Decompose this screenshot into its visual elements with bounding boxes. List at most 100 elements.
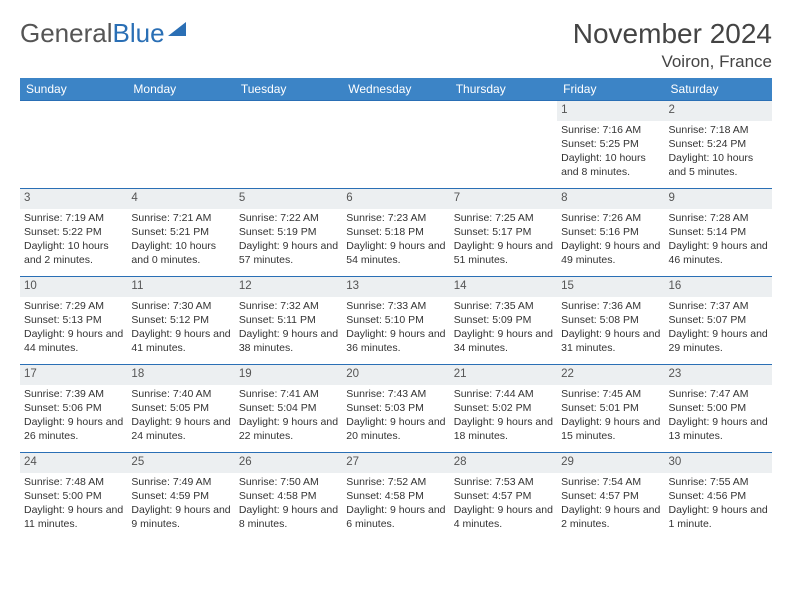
day-number: 29 bbox=[557, 453, 664, 473]
day-details: Sunrise: 7:48 AMSunset: 5:00 PMDaylight:… bbox=[20, 473, 127, 536]
day-details: Sunrise: 7:32 AMSunset: 5:11 PMDaylight:… bbox=[235, 297, 342, 360]
sunrise-line: Sunrise: 7:37 AM bbox=[669, 299, 768, 313]
sunset-line: Sunset: 5:22 PM bbox=[24, 225, 123, 239]
daylight-line: Daylight: 9 hours and 24 minutes. bbox=[131, 415, 230, 443]
sunset-line: Sunset: 4:59 PM bbox=[131, 489, 230, 503]
calendar-cell: . bbox=[450, 101, 557, 189]
sunset-line: Sunset: 5:21 PM bbox=[131, 225, 230, 239]
daylight-line: Daylight: 9 hours and 1 minute. bbox=[669, 503, 768, 531]
day-number: 27 bbox=[342, 453, 449, 473]
daylight-line: Daylight: 9 hours and 6 minutes. bbox=[346, 503, 445, 531]
calendar-cell: 15Sunrise: 7:36 AMSunset: 5:08 PMDayligh… bbox=[557, 277, 664, 365]
calendar-table: SundayMondayTuesdayWednesdayThursdayFrid… bbox=[20, 78, 772, 541]
calendar-week-row: 24Sunrise: 7:48 AMSunset: 5:00 PMDayligh… bbox=[20, 453, 772, 541]
day-details: Sunrise: 7:16 AMSunset: 5:25 PMDaylight:… bbox=[557, 121, 664, 184]
day-details: Sunrise: 7:54 AMSunset: 4:57 PMDaylight:… bbox=[557, 473, 664, 536]
sunset-line: Sunset: 5:00 PM bbox=[24, 489, 123, 503]
sunset-line: Sunset: 4:56 PM bbox=[669, 489, 768, 503]
day-details: Sunrise: 7:18 AMSunset: 5:24 PMDaylight:… bbox=[665, 121, 772, 184]
calendar-week-row: 10Sunrise: 7:29 AMSunset: 5:13 PMDayligh… bbox=[20, 277, 772, 365]
day-details: Sunrise: 7:49 AMSunset: 4:59 PMDaylight:… bbox=[127, 473, 234, 536]
day-details: Sunrise: 7:50 AMSunset: 4:58 PMDaylight:… bbox=[235, 473, 342, 536]
day-number: 21 bbox=[450, 365, 557, 385]
day-number: 9 bbox=[665, 189, 772, 209]
daylight-line: Daylight: 9 hours and 31 minutes. bbox=[561, 327, 660, 355]
day-number: 4 bbox=[127, 189, 234, 209]
daylight-line: Daylight: 9 hours and 15 minutes. bbox=[561, 415, 660, 443]
day-details: Sunrise: 7:37 AMSunset: 5:07 PMDaylight:… bbox=[665, 297, 772, 360]
day-details: Sunrise: 7:53 AMSunset: 4:57 PMDaylight:… bbox=[450, 473, 557, 536]
sunset-line: Sunset: 5:19 PM bbox=[239, 225, 338, 239]
calendar-cell: 12Sunrise: 7:32 AMSunset: 5:11 PMDayligh… bbox=[235, 277, 342, 365]
calendar-cell: 28Sunrise: 7:53 AMSunset: 4:57 PMDayligh… bbox=[450, 453, 557, 541]
daylight-line: Daylight: 9 hours and 9 minutes. bbox=[131, 503, 230, 531]
brand-part1: General bbox=[20, 18, 113, 49]
daylight-line: Daylight: 9 hours and 11 minutes. bbox=[24, 503, 123, 531]
daylight-line: Daylight: 9 hours and 57 minutes. bbox=[239, 239, 338, 267]
calendar-cell: 25Sunrise: 7:49 AMSunset: 4:59 PMDayligh… bbox=[127, 453, 234, 541]
sunrise-line: Sunrise: 7:18 AM bbox=[669, 123, 768, 137]
sunset-line: Sunset: 4:58 PM bbox=[239, 489, 338, 503]
day-number: 20 bbox=[342, 365, 449, 385]
daylight-line: Daylight: 9 hours and 49 minutes. bbox=[561, 239, 660, 267]
daylight-line: Daylight: 10 hours and 5 minutes. bbox=[669, 151, 768, 179]
day-details: Sunrise: 7:29 AMSunset: 5:13 PMDaylight:… bbox=[20, 297, 127, 360]
day-number: 14 bbox=[450, 277, 557, 297]
weekday-header-row: SundayMondayTuesdayWednesdayThursdayFrid… bbox=[20, 78, 772, 101]
weekday-header: Monday bbox=[127, 78, 234, 101]
sunset-line: Sunset: 5:04 PM bbox=[239, 401, 338, 415]
daylight-line: Daylight: 9 hours and 46 minutes. bbox=[669, 239, 768, 267]
calendar-cell: 29Sunrise: 7:54 AMSunset: 4:57 PMDayligh… bbox=[557, 453, 664, 541]
sunrise-line: Sunrise: 7:48 AM bbox=[24, 475, 123, 489]
sunset-line: Sunset: 5:12 PM bbox=[131, 313, 230, 327]
sunset-line: Sunset: 5:13 PM bbox=[24, 313, 123, 327]
sunrise-line: Sunrise: 7:28 AM bbox=[669, 211, 768, 225]
brand-logo: GeneralBlue bbox=[20, 18, 186, 49]
day-details: Sunrise: 7:19 AMSunset: 5:22 PMDaylight:… bbox=[20, 209, 127, 272]
day-number: 5 bbox=[235, 189, 342, 209]
sunrise-line: Sunrise: 7:26 AM bbox=[561, 211, 660, 225]
sunrise-line: Sunrise: 7:50 AM bbox=[239, 475, 338, 489]
day-details: Sunrise: 7:40 AMSunset: 5:05 PMDaylight:… bbox=[127, 385, 234, 448]
day-number: 10 bbox=[20, 277, 127, 297]
sunrise-line: Sunrise: 7:49 AM bbox=[131, 475, 230, 489]
sunrise-line: Sunrise: 7:36 AM bbox=[561, 299, 660, 313]
day-number: 12 bbox=[235, 277, 342, 297]
weekday-header: Wednesday bbox=[342, 78, 449, 101]
day-number: 24 bbox=[20, 453, 127, 473]
sunset-line: Sunset: 5:07 PM bbox=[669, 313, 768, 327]
day-details: Sunrise: 7:21 AMSunset: 5:21 PMDaylight:… bbox=[127, 209, 234, 272]
calendar-cell: 23Sunrise: 7:47 AMSunset: 5:00 PMDayligh… bbox=[665, 365, 772, 453]
sunrise-line: Sunrise: 7:55 AM bbox=[669, 475, 768, 489]
day-number: 22 bbox=[557, 365, 664, 385]
daylight-line: Daylight: 9 hours and 18 minutes. bbox=[454, 415, 553, 443]
sunrise-line: Sunrise: 7:44 AM bbox=[454, 387, 553, 401]
sunrise-line: Sunrise: 7:21 AM bbox=[131, 211, 230, 225]
day-number: 2 bbox=[665, 101, 772, 121]
sunset-line: Sunset: 5:06 PM bbox=[24, 401, 123, 415]
day-details: Sunrise: 7:52 AMSunset: 4:58 PMDaylight:… bbox=[342, 473, 449, 536]
day-details: Sunrise: 7:44 AMSunset: 5:02 PMDaylight:… bbox=[450, 385, 557, 448]
day-details: Sunrise: 7:39 AMSunset: 5:06 PMDaylight:… bbox=[20, 385, 127, 448]
day-number: 7 bbox=[450, 189, 557, 209]
sunrise-line: Sunrise: 7:54 AM bbox=[561, 475, 660, 489]
daylight-line: Daylight: 9 hours and 34 minutes. bbox=[454, 327, 553, 355]
calendar-cell: . bbox=[20, 101, 127, 189]
day-number: 6 bbox=[342, 189, 449, 209]
sunset-line: Sunset: 5:01 PM bbox=[561, 401, 660, 415]
daylight-line: Daylight: 10 hours and 0 minutes. bbox=[131, 239, 230, 267]
weekday-header: Saturday bbox=[665, 78, 772, 101]
sunset-line: Sunset: 5:24 PM bbox=[669, 137, 768, 151]
calendar-cell: 30Sunrise: 7:55 AMSunset: 4:56 PMDayligh… bbox=[665, 453, 772, 541]
day-number: 1 bbox=[557, 101, 664, 121]
calendar-week-row: .....1Sunrise: 7:16 AMSunset: 5:25 PMDay… bbox=[20, 101, 772, 189]
daylight-line: Daylight: 9 hours and 4 minutes. bbox=[454, 503, 553, 531]
day-number: 13 bbox=[342, 277, 449, 297]
sunset-line: Sunset: 4:58 PM bbox=[346, 489, 445, 503]
daylight-line: Daylight: 9 hours and 38 minutes. bbox=[239, 327, 338, 355]
day-details: Sunrise: 7:35 AMSunset: 5:09 PMDaylight:… bbox=[450, 297, 557, 360]
sunrise-line: Sunrise: 7:30 AM bbox=[131, 299, 230, 313]
daylight-line: Daylight: 9 hours and 54 minutes. bbox=[346, 239, 445, 267]
calendar-cell: 17Sunrise: 7:39 AMSunset: 5:06 PMDayligh… bbox=[20, 365, 127, 453]
sunrise-line: Sunrise: 7:40 AM bbox=[131, 387, 230, 401]
